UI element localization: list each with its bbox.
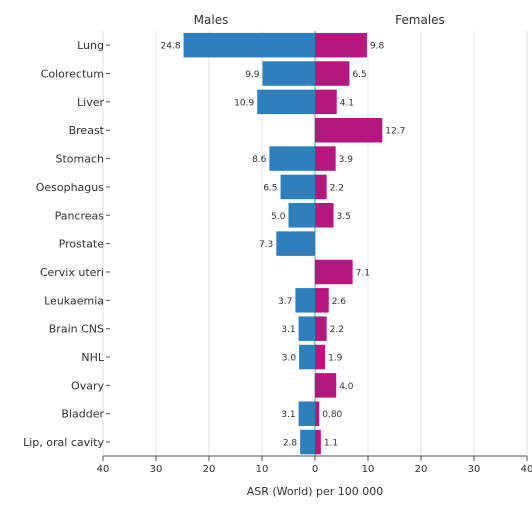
male-bar — [280, 174, 315, 200]
female-value-label: 4.1 — [340, 98, 354, 108]
category-label: Pancreas — [55, 209, 105, 222]
male-value-label: 8.6 — [252, 155, 267, 165]
value-labels: 24.8 9.8 9.9 6.5 10.9 4.1 12.7 8.6 3.9 6.5 2.2 5.0 3… — [161, 42, 406, 449]
category-label: NHL — [81, 351, 105, 364]
female-bar — [315, 203, 334, 228]
female-value-label: 2.6 — [332, 297, 347, 307]
female-value-label: 12.7 — [385, 127, 405, 137]
x-axis-label: ASR (World) per 100 000 — [247, 485, 384, 498]
female-value-label: 9.8 — [370, 42, 385, 52]
male-bar — [299, 344, 315, 370]
female-bar — [315, 259, 353, 285]
female-value-label: 1.1 — [324, 439, 338, 449]
female-bar — [315, 429, 321, 455]
female-value-label: 2.2 — [330, 183, 344, 193]
female-value-label: 3.9 — [339, 155, 354, 165]
male-bar — [295, 288, 315, 313]
male-value-label: 6.5 — [263, 183, 277, 193]
female-value-label: 3.5 — [337, 212, 351, 222]
female-bar — [315, 174, 327, 200]
female-bar — [315, 89, 337, 115]
female-bar — [315, 316, 327, 341]
male-value-label: 9.9 — [245, 70, 260, 80]
x-tick-label: 40 — [521, 464, 532, 475]
category-label: Ovary — [71, 379, 104, 392]
male-bar — [183, 32, 315, 58]
male-value-label: 10.9 — [234, 98, 254, 108]
x-tick-label: 20 — [415, 464, 428, 475]
female-bar — [315, 117, 383, 143]
series-header-males: Males — [194, 13, 229, 27]
category-label: Breast — [69, 124, 105, 137]
category-label: Brain CNS — [49, 323, 104, 336]
x-tick-label: 0 — [312, 464, 318, 475]
female-bar — [315, 288, 329, 313]
female-bar — [315, 401, 320, 426]
x-tick-label: 20 — [203, 464, 216, 475]
female-value-label: 7.1 — [356, 268, 370, 278]
category-label: Lip, oral cavity — [23, 436, 104, 449]
male-value-label: 3.1 — [281, 410, 295, 420]
category-label: Bladder — [61, 408, 104, 421]
male-value-label: 3.1 — [281, 325, 295, 335]
male-value-label: 5.0 — [271, 212, 286, 222]
male-bar — [288, 203, 315, 228]
male-bar — [276, 231, 315, 256]
category-label: Cervix uteri — [40, 266, 104, 279]
x-tick-label: 30 — [468, 464, 481, 475]
male-value-label: 7.3 — [259, 240, 273, 250]
x-tick-label: 10 — [362, 464, 375, 475]
male-bar — [269, 146, 315, 171]
category-label: Colorectum — [41, 68, 104, 81]
female-value-label: 2.2 — [330, 325, 344, 335]
x-axis: 40 30 20 10 0 10 20 30 40 — [97, 455, 532, 475]
male-bar — [298, 401, 315, 426]
female-bar — [315, 146, 336, 171]
male-value-label: 3.0 — [282, 354, 297, 364]
male-value-label: 24.8 — [161, 42, 181, 52]
female-bar — [315, 373, 337, 398]
male-bar — [298, 316, 315, 341]
category-label: Lung — [77, 39, 104, 52]
female-value-label: 0.80 — [322, 410, 342, 420]
female-value-label: 4.0 — [339, 382, 354, 392]
category-label: Oesophagus — [36, 181, 105, 194]
female-value-label: 6.5 — [352, 70, 366, 80]
bars — [183, 32, 383, 455]
male-value-label: 2.8 — [283, 439, 298, 449]
male-bar — [257, 89, 315, 115]
male-bar — [262, 61, 315, 86]
female-value-label: 1.9 — [328, 354, 343, 364]
category-labels: Lung Colorectum Liver Breast Stomach Oesophag… — [23, 39, 110, 449]
category-label: Stomach — [55, 153, 104, 166]
x-tick-label: 40 — [97, 464, 110, 475]
male-value-label: 3.7 — [278, 297, 292, 307]
male-bar — [300, 429, 315, 455]
category-label: Prostate — [59, 238, 105, 251]
series-header-females: Females — [395, 13, 445, 27]
female-bar — [315, 32, 367, 58]
female-bar — [315, 344, 326, 370]
category-label: Liver — [77, 96, 104, 109]
x-tick-label: 10 — [256, 464, 269, 475]
female-bar — [315, 61, 350, 86]
category-label: Leukaemia — [44, 294, 104, 307]
x-tick-label: 30 — [150, 464, 163, 475]
